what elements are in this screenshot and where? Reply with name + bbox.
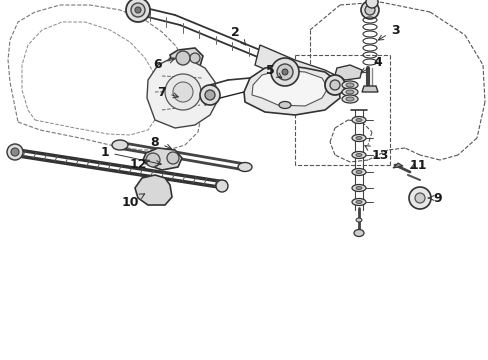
Ellipse shape xyxy=(346,83,353,87)
Circle shape xyxy=(414,193,424,203)
Ellipse shape xyxy=(184,91,189,99)
Circle shape xyxy=(176,51,190,65)
Polygon shape xyxy=(244,65,339,115)
Circle shape xyxy=(7,144,23,160)
Polygon shape xyxy=(170,48,203,68)
Circle shape xyxy=(146,153,160,167)
Ellipse shape xyxy=(355,153,361,157)
Polygon shape xyxy=(361,86,377,92)
Ellipse shape xyxy=(238,162,251,171)
Text: 3: 3 xyxy=(378,23,399,40)
Ellipse shape xyxy=(346,90,353,94)
Ellipse shape xyxy=(355,218,361,222)
Circle shape xyxy=(126,0,150,22)
Text: 10: 10 xyxy=(121,194,144,208)
Circle shape xyxy=(200,85,220,105)
Text: 2: 2 xyxy=(230,26,245,45)
Ellipse shape xyxy=(351,152,365,158)
Circle shape xyxy=(173,82,193,102)
Circle shape xyxy=(360,1,378,19)
Polygon shape xyxy=(334,65,361,80)
Text: 9: 9 xyxy=(427,192,442,204)
Ellipse shape xyxy=(351,185,365,192)
Circle shape xyxy=(135,7,141,13)
Text: 12: 12 xyxy=(129,158,149,171)
Circle shape xyxy=(329,80,339,90)
Polygon shape xyxy=(392,163,402,168)
Ellipse shape xyxy=(182,89,191,102)
Text: 4: 4 xyxy=(361,55,382,73)
Text: 6: 6 xyxy=(153,58,174,71)
Ellipse shape xyxy=(341,88,357,96)
Ellipse shape xyxy=(353,230,363,237)
Circle shape xyxy=(204,90,215,100)
Ellipse shape xyxy=(355,186,361,189)
Circle shape xyxy=(131,3,145,17)
Circle shape xyxy=(365,0,377,8)
Circle shape xyxy=(364,5,374,15)
Ellipse shape xyxy=(355,118,361,122)
Ellipse shape xyxy=(341,81,357,89)
Text: 1: 1 xyxy=(101,145,161,166)
Polygon shape xyxy=(254,45,334,92)
Ellipse shape xyxy=(351,198,365,206)
Ellipse shape xyxy=(355,171,361,174)
Polygon shape xyxy=(135,175,172,205)
Circle shape xyxy=(408,187,430,209)
Text: 13: 13 xyxy=(364,145,388,162)
Circle shape xyxy=(216,180,227,192)
Ellipse shape xyxy=(351,117,365,123)
Circle shape xyxy=(325,75,345,95)
Circle shape xyxy=(190,53,200,63)
Ellipse shape xyxy=(355,136,361,140)
Text: 5: 5 xyxy=(265,63,281,78)
Ellipse shape xyxy=(351,135,365,141)
Circle shape xyxy=(270,58,298,86)
Circle shape xyxy=(282,69,287,75)
Polygon shape xyxy=(251,70,327,106)
Circle shape xyxy=(276,64,292,80)
Circle shape xyxy=(11,148,19,156)
Circle shape xyxy=(167,152,179,164)
Text: 7: 7 xyxy=(157,86,178,99)
Text: 11: 11 xyxy=(408,158,426,171)
Ellipse shape xyxy=(355,201,361,203)
Polygon shape xyxy=(147,58,218,128)
Circle shape xyxy=(164,74,201,110)
Polygon shape xyxy=(142,148,182,170)
Text: 8: 8 xyxy=(150,135,171,149)
Ellipse shape xyxy=(351,168,365,176)
Ellipse shape xyxy=(341,95,357,103)
Ellipse shape xyxy=(279,102,290,108)
Ellipse shape xyxy=(346,97,353,101)
Ellipse shape xyxy=(112,140,128,150)
